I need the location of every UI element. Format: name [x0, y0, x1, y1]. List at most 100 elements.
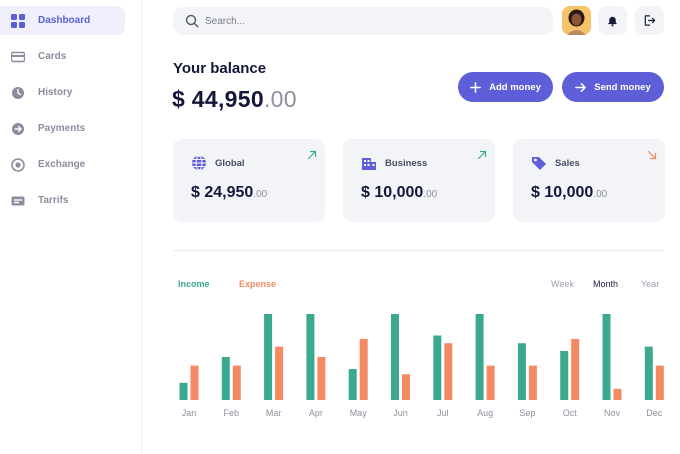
dashboard-grid-icon: [11, 13, 25, 28]
card-value: $ 24,950.00: [191, 184, 267, 202]
card-value: $ 10,000.00: [361, 184, 437, 202]
section-divider: [173, 250, 664, 251]
card-title: Sales: [555, 158, 580, 169]
bar-expense-sep[interactable]: [528, 365, 537, 400]
x-tick-label: Jul: [437, 408, 449, 418]
bar-income-nov[interactable]: [602, 314, 611, 400]
x-tick-label: Oct: [563, 408, 578, 418]
add-money-label: Add money: [489, 81, 541, 93]
bar-expense-feb[interactable]: [232, 365, 241, 400]
plus-icon: [470, 81, 481, 93]
sidebar-item-exchange[interactable]: Exchange: [0, 150, 125, 179]
sidebar-item-payments[interactable]: Payments: [0, 114, 125, 143]
x-tick-label: Dec: [646, 408, 663, 418]
card-cents: .00: [423, 189, 438, 200]
exchange-icon: [11, 157, 25, 172]
notifications-button[interactable]: [598, 6, 627, 35]
balance-amount: 44,950: [191, 86, 264, 112]
bar-income-dec[interactable]: [644, 346, 653, 400]
card-amount: 24,950: [204, 184, 254, 201]
search-bar[interactable]: [173, 7, 553, 35]
tag-icon: [531, 155, 547, 171]
card-currency: $: [361, 184, 370, 201]
trend-down-icon: [647, 147, 657, 160]
tariff-icon: [11, 194, 25, 208]
bar-expense-aug[interactable]: [486, 365, 495, 400]
card-title: Business: [385, 158, 428, 169]
bar-expense-apr[interactable]: [317, 357, 326, 400]
x-tick-label: Apr: [309, 408, 323, 418]
account-card-sales[interactable]: Sales $ 10,000.00: [513, 139, 665, 222]
sidebar-item-cards[interactable]: Cards: [0, 42, 125, 71]
card-value: $ 10,000.00: [531, 184, 607, 202]
sidebar-item-label: Tarrifs: [38, 195, 69, 206]
logout-icon: [644, 15, 656, 26]
legend-income[interactable]: Income: [178, 279, 210, 289]
sidebar-item-label: Exchange: [38, 159, 86, 170]
bar-expense-jun[interactable]: [402, 374, 410, 400]
x-tick-label: Nov: [604, 408, 621, 418]
card-amount: 10,000: [544, 184, 594, 201]
x-tick-label: Jan: [182, 408, 197, 418]
bar-income-aug[interactable]: [475, 314, 484, 400]
bar-expense-oct[interactable]: [571, 338, 580, 400]
bar-expense-dec[interactable]: [655, 365, 664, 400]
period-week[interactable]: Week: [551, 279, 574, 289]
card-amount: 10,000: [374, 184, 424, 201]
legend-expense[interactable]: Expense: [239, 279, 277, 289]
sidebar: Dashboard Cards History Payments Exchang…: [0, 0, 142, 454]
bar-income-may[interactable]: [348, 369, 357, 400]
sidebar-item-tarrifs[interactable]: Tarrifs: [0, 186, 125, 215]
bar-expense-jan[interactable]: [190, 365, 199, 400]
send-money-label: Send money: [594, 81, 651, 93]
card-currency: $: [531, 184, 540, 201]
x-tick-label: Aug: [477, 408, 493, 418]
bar-income-jan[interactable]: [179, 382, 188, 400]
card-cents: .00: [593, 189, 608, 200]
account-card-business[interactable]: Business $ 10,000.00: [343, 139, 495, 222]
avatar[interactable]: [562, 6, 591, 35]
bar-income-oct[interactable]: [560, 350, 569, 400]
send-money-button[interactable]: Send money: [562, 72, 664, 102]
income-expense-chart: Jan Feb Mar Apr May Jun Jul Aug Sep Oct Nov Dec: [179, 314, 664, 418]
bell-icon: [608, 16, 617, 27]
bar-income-jun[interactable]: [391, 314, 399, 400]
bar-expense-jul[interactable]: [444, 343, 453, 400]
x-tick-label: Mar: [266, 408, 282, 418]
account-card-global[interactable]: Global $ 24,950.00: [173, 139, 325, 222]
bar-income-apr[interactable]: [306, 314, 315, 400]
sidebar-item-label: Cards: [38, 51, 67, 62]
sidebar-item-label: History: [38, 87, 73, 98]
building-icon: [361, 155, 377, 171]
globe-icon: [191, 155, 207, 171]
x-tick-label: Jun: [393, 408, 408, 418]
trend-up-icon: [307, 147, 317, 160]
bar-income-jul[interactable]: [433, 335, 442, 401]
sidebar-item-label: Payments: [38, 123, 86, 134]
sidebar-item-history[interactable]: History: [0, 78, 125, 107]
sidebar-item-label: Dashboard: [38, 15, 91, 26]
logout-button[interactable]: [635, 6, 664, 35]
search-input[interactable]: [205, 15, 535, 27]
arrow-circle-icon: [11, 122, 25, 136]
trend-up-icon: [477, 147, 487, 160]
period-month[interactable]: Month: [593, 279, 619, 289]
card-currency: $: [191, 184, 200, 201]
balance-value: $ 44,950.00: [172, 86, 297, 113]
period-year[interactable]: Year: [641, 279, 660, 289]
balance-currency: $: [172, 86, 186, 112]
balance-label: Your balance: [173, 60, 267, 77]
bar-expense-nov[interactable]: [613, 388, 622, 400]
x-tick-label: May: [350, 408, 368, 418]
card-icon: [11, 50, 25, 64]
search-icon: [185, 14, 199, 28]
bar-income-mar[interactable]: [264, 314, 273, 400]
sidebar-item-dashboard[interactable]: Dashboard: [0, 6, 125, 35]
bar-expense-may[interactable]: [359, 338, 368, 400]
bar-expense-mar[interactable]: [275, 346, 284, 400]
x-tick-label: Feb: [224, 408, 240, 418]
add-money-button[interactable]: Add money: [458, 72, 553, 102]
card-title: Global: [215, 158, 245, 169]
bar-income-sep[interactable]: [517, 343, 526, 400]
bar-income-feb[interactable]: [221, 357, 230, 400]
